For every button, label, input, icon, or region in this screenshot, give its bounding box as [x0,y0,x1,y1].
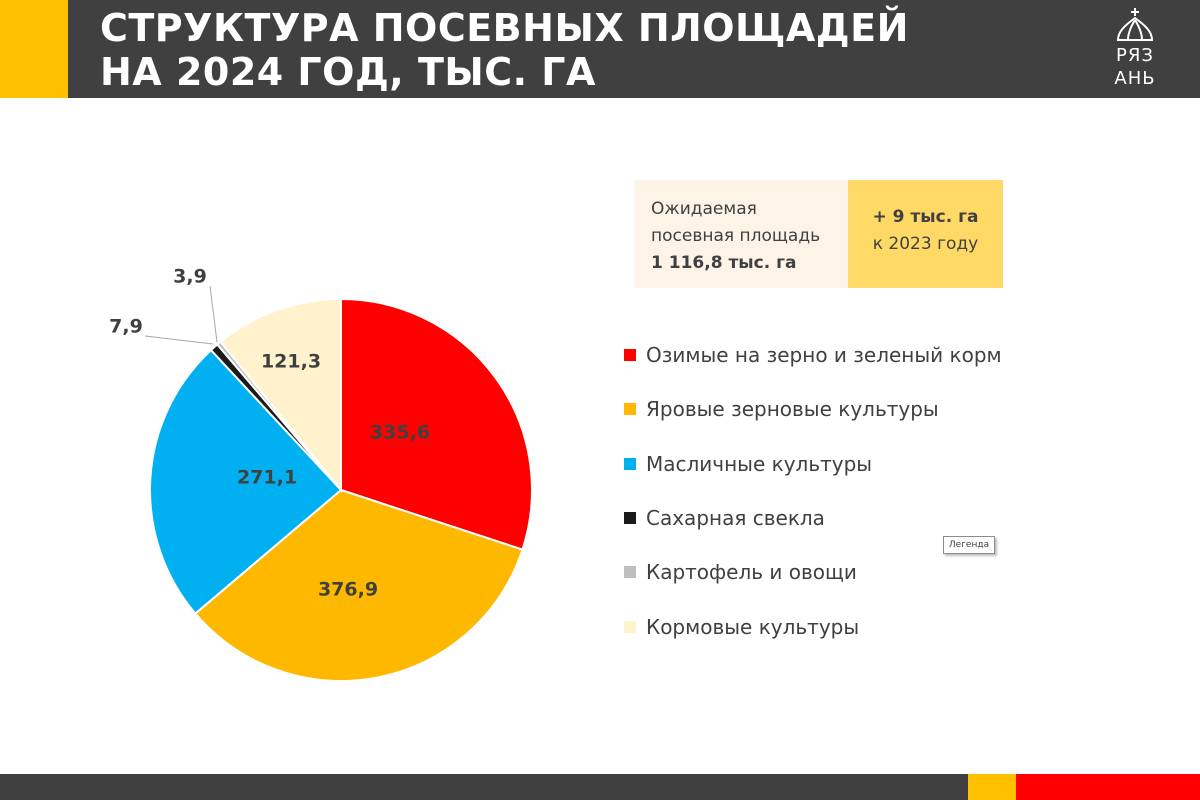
info-label-line-1: Ожидаемая [651,199,757,219]
data-label-5: 3,9 [173,266,207,288]
pie-slice-6 [219,297,342,493]
ryazan-logo: РЯЗ АНЬ [1114,8,1155,89]
legend-item-6: Кормовые культуры [624,599,1044,653]
footer-accent-yellow [968,774,1016,800]
info-change-value: + 9 тыс. га [872,207,979,227]
legend-tag: Легенда [943,536,995,554]
header-bar [0,0,1200,98]
logo-text-bottom: АНЬ [1114,68,1155,89]
legend-item-2: Яровые зерновые культуры [624,382,1044,436]
data-label-6: 121,3 [261,351,321,373]
info-change: + 9 тыс. га к 2023 году [848,180,1003,288]
pie-slice-3 [149,348,343,615]
info-box: Ожидаемая посевная площадь 1 116,8 тыс. … [634,180,1003,288]
legend-swatch-2 [624,403,636,416]
info-expected-area: Ожидаемая посевная площадь 1 116,8 тыс. … [634,180,848,288]
legend-swatch-1 [624,349,636,362]
data-label-4: 7,9 [109,316,143,338]
pie-slice-2 [193,488,524,682]
legend-swatch-4 [624,512,636,525]
title-line-2: на 2024 год, тыс. га [100,50,596,94]
legend-label-6: Кормовые культуры [646,614,860,639]
legend-item-3: Масличные культуры [624,437,1044,491]
title-line-1: Структура посевных площадей [100,6,909,50]
legend-label-2: Яровые зерновые культуры [646,397,939,422]
legend-item-5: Картофель и овощи [624,545,1044,599]
info-total-value: 1 116,8 тыс. га [651,253,797,273]
logo-text-top: РЯЗ [1116,45,1154,66]
chart-legend: Озимые на зерно и зеленый корм Яровые зер… [624,328,1044,654]
legend-swatch-3 [624,457,636,470]
legend-label-3: Масличные культуры [646,451,873,476]
legend-label-4: Сахарная свекла [646,506,825,531]
legend-label-5: Картофель и овощи [646,560,857,585]
legend-swatch-5 [624,566,636,579]
data-label-3: 271,1 [237,467,297,489]
page-title: Структура посевных площадей на 2024 год,… [100,6,1060,94]
leader-line-5 [209,285,218,343]
header-accent [0,0,68,98]
legend-item-4: Сахарная свекла [624,491,1044,545]
info-change-label: к 2023 году [872,234,979,254]
data-label-1: 335,6 [370,422,430,444]
legend-item-1: Озимые на зерно и зеленый корм [624,328,1044,382]
pie-slice-1 [340,297,533,551]
data-label-2: 376,9 [318,579,378,601]
leader-line-4 [144,335,214,345]
info-label-line-2: посевная площадь [651,226,821,246]
footer-accent-red [1016,774,1200,800]
legend-label-1: Озимые на зерно и зеленый корм [646,343,1002,368]
legend-swatch-6 [624,620,636,633]
